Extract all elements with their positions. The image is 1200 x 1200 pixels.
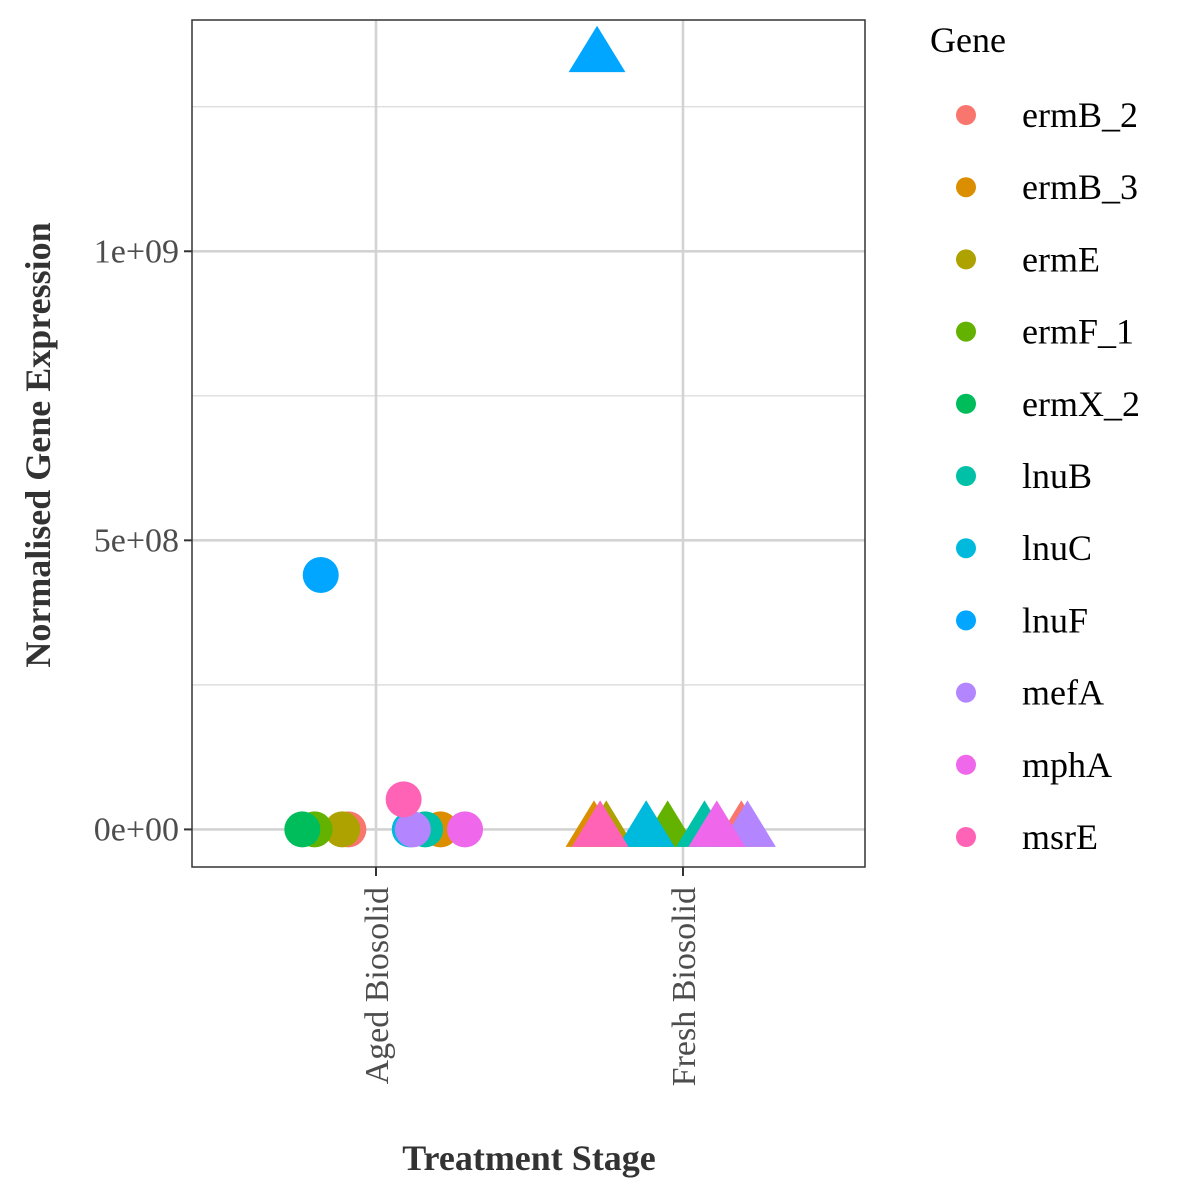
point-lnuF-fresh (568, 25, 626, 73)
legend-key-ermX_2 (956, 393, 976, 414)
legend-label-mphA: mphA (1022, 745, 1112, 785)
legend-key-ermB_2 (956, 105, 976, 125)
data-points (284, 25, 776, 848)
point-lnuF-aged (302, 557, 339, 594)
grid-lines (192, 20, 865, 867)
y-tick-label: 0e+00 (94, 811, 179, 848)
axes: 0e+00 5e+08 1e+09 Aged Biosolid Fresh Biosol… (94, 233, 703, 1086)
legend-key-lnuF (956, 610, 976, 631)
legend-key-ermE (956, 249, 976, 270)
legend-key-mphA (956, 754, 976, 775)
x-tick-label: Fresh Biosolid (666, 887, 703, 1086)
legend-label-ermF_1: ermF_1 (1022, 312, 1134, 352)
legend-label-ermB_3: ermB_3 (1022, 167, 1138, 207)
legend-title: Gene (930, 20, 1006, 60)
legend-key-lnuB (956, 466, 976, 486)
legend-key-ermF_1 (956, 321, 976, 342)
legend-key-mefA (956, 682, 976, 703)
legend: Gene ermB_2 ermB_3 ermE ermF_1 ermX_2 lnuB lnu… (930, 20, 1140, 857)
legend-label-lnuF: lnuF (1022, 600, 1088, 640)
point-ermX_2-aged (284, 811, 321, 848)
y-axis-title: Normalised Gene Expression (18, 222, 58, 667)
legend-key-lnuC (956, 538, 976, 559)
legend-label-msrE: msrE (1022, 817, 1098, 857)
legend-key-ermB_3 (956, 177, 976, 198)
legend-label-lnuC: lnuC (1022, 528, 1092, 568)
legend-label-ermE: ermE (1022, 239, 1100, 279)
plot-panel-border (191, 19, 866, 868)
legend-label-ermB_2: ermB_2 (1022, 95, 1138, 135)
x-axis-title: Treatment Stage (402, 1138, 656, 1178)
point-ermE-aged (324, 811, 361, 848)
y-tick-label: 1e+09 (94, 233, 179, 270)
point-mphA-fresh (688, 800, 746, 847)
point-msrE-aged (385, 781, 422, 818)
point-mefA-aged (394, 811, 431, 848)
point-mphA-aged (447, 811, 484, 848)
point-lnuC-fresh (617, 800, 675, 847)
legend-key-msrE (956, 827, 976, 847)
point-msrE-fresh (571, 800, 629, 847)
legend-label-mefA: mefA (1022, 673, 1104, 713)
legend-label-ermX_2: ermX_2 (1022, 384, 1140, 424)
legend-label-lnuB: lnuB (1022, 456, 1092, 496)
y-tick-label: 5e+08 (94, 522, 179, 559)
x-tick-label: Aged Biosolid (359, 887, 396, 1084)
